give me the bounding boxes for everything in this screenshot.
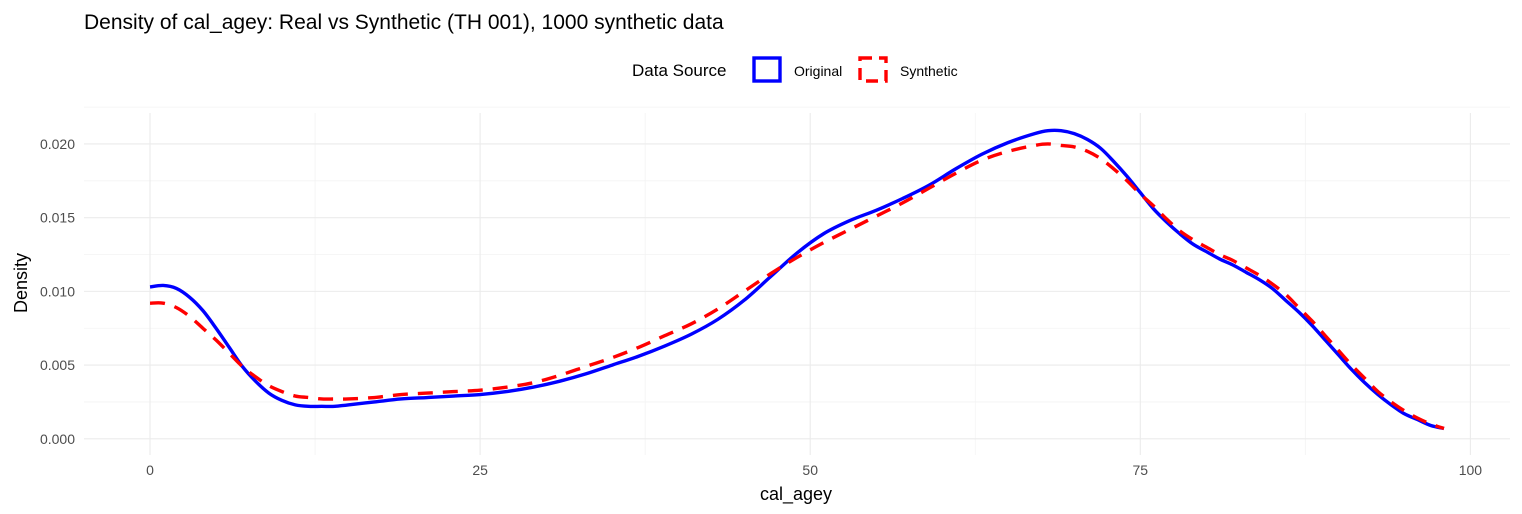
x-tick-label: 0 <box>146 462 154 478</box>
plot-grid <box>84 106 1510 455</box>
x-tick-label: 50 <box>802 462 818 478</box>
y-tick-label: 0.010 <box>40 283 75 299</box>
legend-title: Data Source <box>632 61 727 80</box>
series-layer <box>149 128 1445 431</box>
y-tick-label: 0.000 <box>40 431 75 447</box>
legend-label-original: Original <box>794 63 842 79</box>
legend-key-synthetic <box>858 56 888 83</box>
y-tick-label: 0.005 <box>40 357 75 373</box>
x-tick-label: 100 <box>1459 462 1483 478</box>
x-tick-label: 25 <box>472 462 488 478</box>
x-axis-title: cal_agey <box>760 484 832 505</box>
y-axis-title: Density <box>11 253 31 313</box>
legend-label-synthetic: Synthetic <box>900 63 958 79</box>
legend: Data Source Original Synthetic <box>632 56 958 83</box>
chart-title: Density of cal_agey: Real vs Synthetic (… <box>84 11 724 34</box>
legend-key-original <box>752 56 782 83</box>
y-tick-label: 0.020 <box>40 136 75 152</box>
axis-ticks: 0 25 50 75 100 0.000 0.005 0.010 0.015 0.020 <box>40 136 1482 478</box>
series-line-synthetic <box>149 142 1445 431</box>
series-line-original <box>149 128 1445 431</box>
x-tick-label: 75 <box>1133 462 1149 478</box>
y-tick-label: 0.015 <box>40 210 75 226</box>
